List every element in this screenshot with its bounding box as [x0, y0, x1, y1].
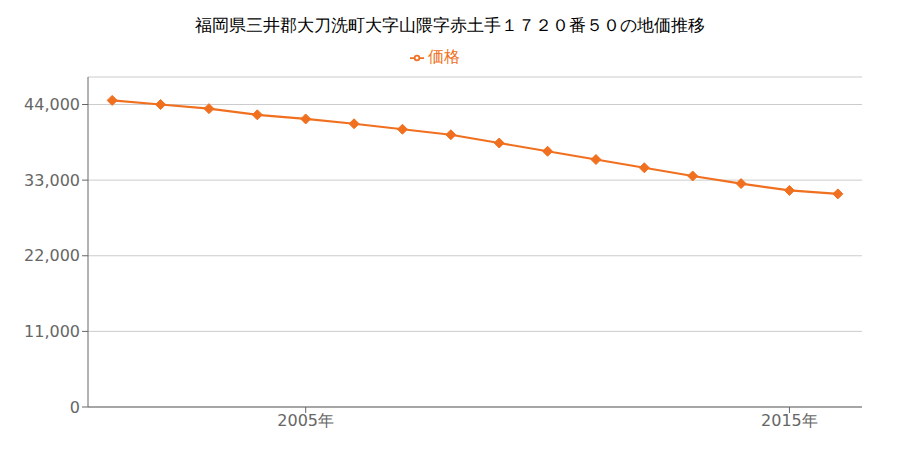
svg-text:0: 0: [70, 398, 80, 417]
svg-text:33,000: 33,000: [24, 171, 80, 190]
svg-text:11,000: 11,000: [24, 322, 80, 341]
html-text:福岡県三井郡大刀洗町大字山隈字赤土手１７２０番５０の地価推移: 福岡県三井郡大刀洗町大字山隈字赤土手１７２０番５０の地価推移: [195, 15, 705, 35]
svg-text:44,000: 44,000: [24, 95, 80, 114]
svg-text:22,000: 22,000: [24, 246, 80, 265]
html-text:価格: 価格: [428, 47, 460, 66]
svg-text:2005年: 2005年: [277, 411, 334, 430]
svg-text:2015年: 2015年: [761, 411, 818, 430]
